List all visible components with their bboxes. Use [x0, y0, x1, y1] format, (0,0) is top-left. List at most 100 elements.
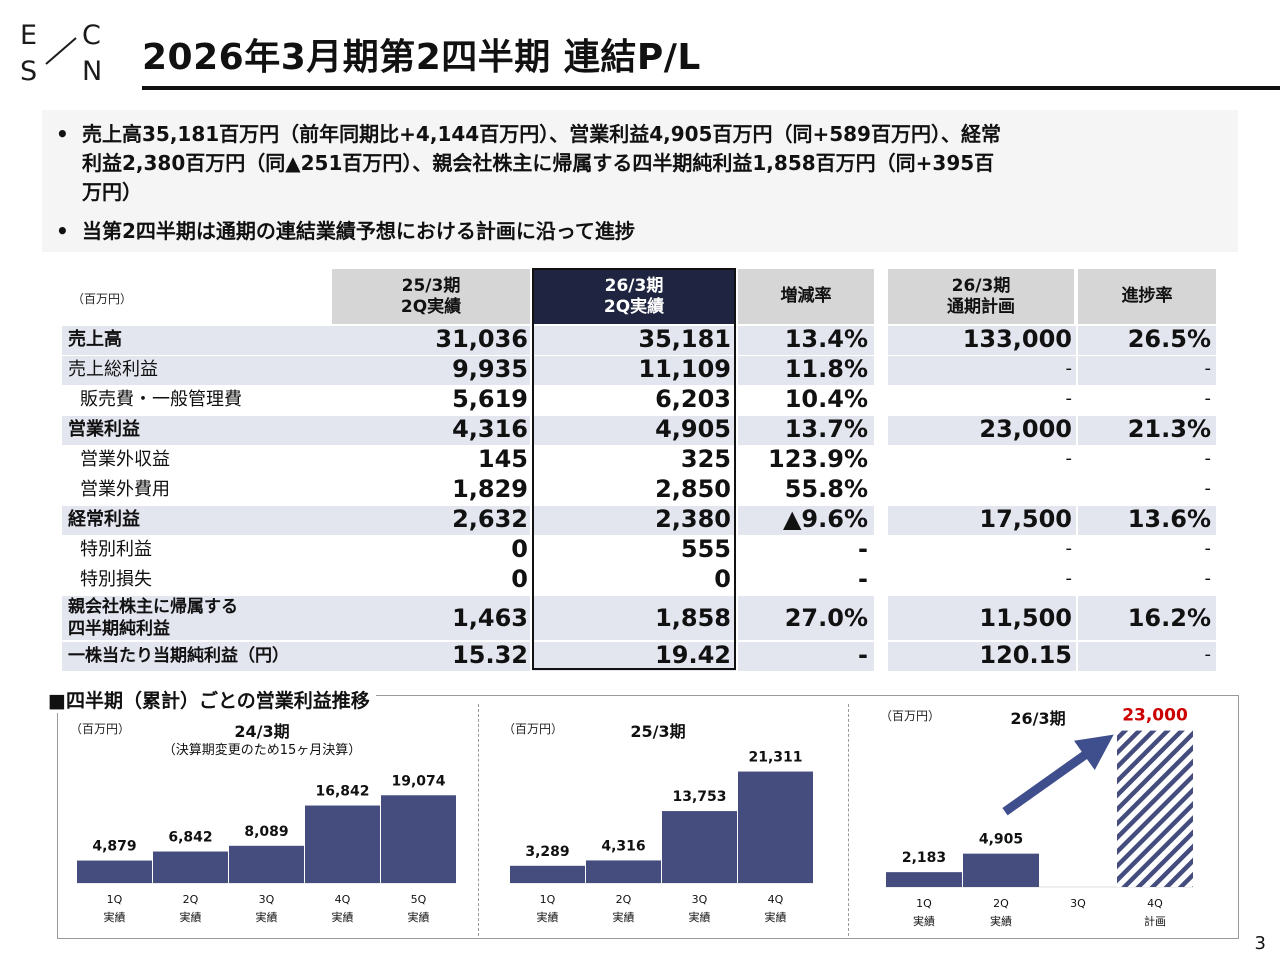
- summary-bullets: • 売上高35,181百万円（前年同期比+4,144百万円）、営業利益4,905…: [42, 110, 1238, 252]
- table-cell: -: [1204, 538, 1212, 559]
- plan-bar: [1117, 730, 1193, 887]
- row-separator: [62, 355, 1216, 356]
- table-cell: -: [1204, 388, 1212, 409]
- table-cell: 1,858: [655, 604, 731, 632]
- bar: [305, 805, 380, 883]
- bar: [586, 860, 661, 883]
- bar: [153, 851, 228, 883]
- row-bg-10-plan: [888, 642, 1216, 671]
- table-cell: 11,500: [979, 604, 1072, 632]
- bar-value-label: 2,183: [902, 850, 946, 866]
- chart-title: 24/3期: [234, 722, 289, 741]
- bar-value-label: 3,289: [525, 844, 569, 860]
- table-cell: 23,000: [979, 415, 1072, 443]
- table-cell: 0: [714, 565, 731, 593]
- category-label: 5Q: [411, 893, 427, 906]
- bar: [510, 865, 585, 883]
- column-separator: [874, 326, 876, 671]
- table-cell: -: [1204, 644, 1212, 665]
- table-cell: 4,316: [452, 415, 528, 443]
- table-cell: 11.8%: [784, 355, 868, 383]
- category-label: 実績: [332, 910, 354, 924]
- row-separator: [62, 445, 1216, 446]
- bullet-text: 売上高35,181百万円（前年同期比+4,144百万円）、営業利益4,905百万…: [82, 122, 1001, 204]
- table-cell: 11,109: [638, 355, 731, 383]
- row-bg-3-plan: [888, 416, 1216, 445]
- table-cell: -: [858, 641, 868, 669]
- chart-title: 26/3期: [1010, 709, 1065, 728]
- table-cell: 35,181: [638, 325, 731, 353]
- table-cell: 27.0%: [784, 604, 868, 632]
- category-label: 4Q: [335, 893, 351, 906]
- table-cell: 9,935: [452, 355, 528, 383]
- chart-frame: [57, 695, 1239, 939]
- table-cell: 0: [511, 565, 528, 593]
- row-label: 特別利益: [80, 539, 152, 560]
- category-label: 実績: [765, 910, 787, 924]
- table-unit: （百万円）: [72, 292, 133, 306]
- category-label: 実績: [990, 914, 1012, 928]
- column-separator: [736, 326, 738, 671]
- table-cell: 21.3%: [1127, 415, 1211, 443]
- table-cell: 13.7%: [784, 415, 868, 443]
- logo-slash: [45, 37, 77, 65]
- table-cell: 13.4%: [784, 325, 868, 353]
- header-progress-rate: 進捗率: [1078, 269, 1216, 324]
- bar-value-label: 16,842: [315, 784, 369, 800]
- bar-value-label: 21,311: [748, 750, 802, 766]
- logo-letter-c: C: [82, 20, 101, 51]
- row-bg-6-plan: [888, 506, 1216, 535]
- table-cell: 31,036: [435, 325, 528, 353]
- category-label: 1Q: [540, 893, 556, 906]
- growth-arrow: [1002, 734, 1114, 816]
- row-bg-9: [62, 596, 874, 640]
- bar: [381, 795, 456, 883]
- chart-unit: （百万円）: [70, 722, 130, 736]
- table-cell: 26.5%: [1127, 325, 1211, 353]
- category-label: 実績: [913, 914, 935, 928]
- category-label: 3Q: [259, 893, 275, 906]
- category-label: 1Q: [916, 897, 932, 910]
- table-cell: 4,905: [655, 415, 731, 443]
- table-cell: 2,380: [655, 505, 731, 533]
- table-cell: 120.15: [979, 641, 1072, 669]
- table-cell: -: [858, 535, 868, 563]
- category-label: 実績: [180, 910, 202, 924]
- chart-subtitle: （決算期変更のため15ヶ月決算）: [163, 742, 362, 758]
- row-separator: [62, 535, 1216, 536]
- column-separator: [1076, 326, 1078, 671]
- table-cell: 17,500: [979, 505, 1072, 533]
- title-underline: [142, 86, 1280, 90]
- row-label: 売上高: [68, 329, 122, 350]
- row-bg-10: [62, 642, 874, 671]
- logo-letter-e: E: [20, 20, 38, 51]
- table-cell: -: [1204, 358, 1212, 379]
- table-cell: 325: [680, 445, 731, 473]
- bar-value-label: 4,905: [979, 832, 1023, 848]
- category-label: 2Q: [993, 897, 1009, 910]
- table-cell: 0: [511, 535, 528, 563]
- table-cell: 133,000: [962, 325, 1072, 353]
- table-cell: 5,619: [452, 385, 528, 413]
- row-separator: [62, 415, 1216, 416]
- logo-letter-s: S: [20, 56, 38, 87]
- table-cell: -: [1065, 538, 1073, 559]
- table-cell: -: [1065, 448, 1073, 469]
- bar-value-label: 8,089: [244, 824, 288, 840]
- row-bg-1: [62, 356, 874, 385]
- table-cell: 13.6%: [1127, 505, 1211, 533]
- category-label: 実績: [689, 910, 711, 924]
- bullet-mark: •: [56, 219, 69, 243]
- row-separator: [62, 385, 1216, 386]
- header-change-rate: 増減率: [738, 269, 874, 324]
- category-label: 4Q: [768, 893, 784, 906]
- bar-value-label: 4,316: [601, 838, 645, 854]
- table-cell: -: [1065, 568, 1073, 589]
- category-label: 3Q: [692, 893, 708, 906]
- row-label: 営業外費用: [80, 479, 170, 500]
- row-label: 販売費・一般管理費: [80, 389, 242, 410]
- chart-divider: [478, 704, 479, 936]
- bar: [77, 860, 152, 883]
- chart-unit: （百万円）: [880, 709, 940, 723]
